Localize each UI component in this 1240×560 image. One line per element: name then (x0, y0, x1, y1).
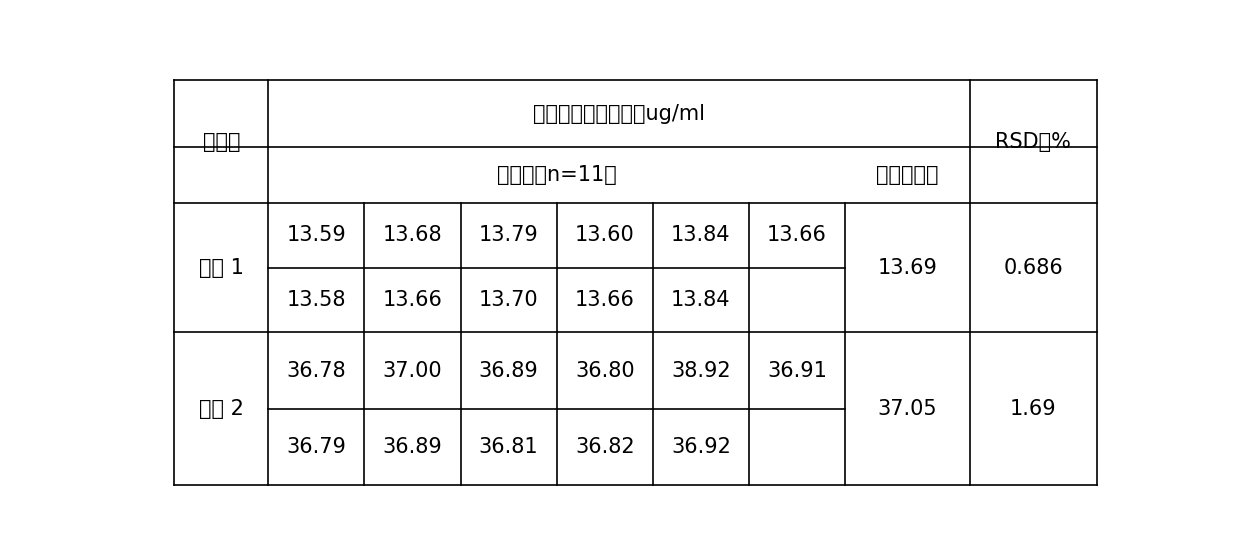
Text: 13.59: 13.59 (286, 225, 346, 245)
Text: 36.89: 36.89 (479, 361, 538, 381)
Text: 36.80: 36.80 (575, 361, 635, 381)
Text: 13.66: 13.66 (383, 290, 443, 310)
Text: 1.69: 1.69 (1011, 399, 1056, 419)
Text: 36.81: 36.81 (479, 437, 538, 457)
Text: 13.84: 13.84 (671, 225, 730, 245)
Text: 36.91: 36.91 (768, 361, 827, 381)
Text: 13.58: 13.58 (286, 290, 346, 310)
Text: 37.05: 37.05 (878, 399, 937, 419)
Text: 13.79: 13.79 (479, 225, 538, 245)
Text: 36.82: 36.82 (575, 437, 635, 457)
Text: 试样号: 试样号 (202, 132, 241, 152)
Text: 13.66: 13.66 (768, 225, 827, 245)
Text: 36.89: 36.89 (383, 437, 443, 457)
Text: 36.78: 36.78 (286, 361, 346, 381)
Text: 13.60: 13.60 (575, 225, 635, 245)
Text: 36.79: 36.79 (286, 437, 346, 457)
Text: 试样 1: 试样 1 (198, 258, 244, 278)
Text: RSD，%: RSD，% (996, 132, 1071, 152)
Text: 13.84: 13.84 (671, 290, 730, 310)
Text: 13.69: 13.69 (878, 258, 937, 278)
Text: 试样 2: 试样 2 (198, 399, 244, 419)
Text: 脱脂剂中残铁含量，ug/ml: 脱脂剂中残铁含量，ug/ml (533, 104, 706, 124)
Text: 37.00: 37.00 (383, 361, 443, 381)
Text: 13.70: 13.70 (479, 290, 538, 310)
Text: 统计平均值: 统计平均值 (877, 165, 939, 185)
Text: 13.68: 13.68 (383, 225, 443, 245)
Text: 测量值（n=11）: 测量值（n=11） (497, 165, 616, 185)
Text: 0.686: 0.686 (1003, 258, 1063, 278)
Text: 13.66: 13.66 (575, 290, 635, 310)
Text: 38.92: 38.92 (671, 361, 730, 381)
Text: 36.92: 36.92 (671, 437, 730, 457)
